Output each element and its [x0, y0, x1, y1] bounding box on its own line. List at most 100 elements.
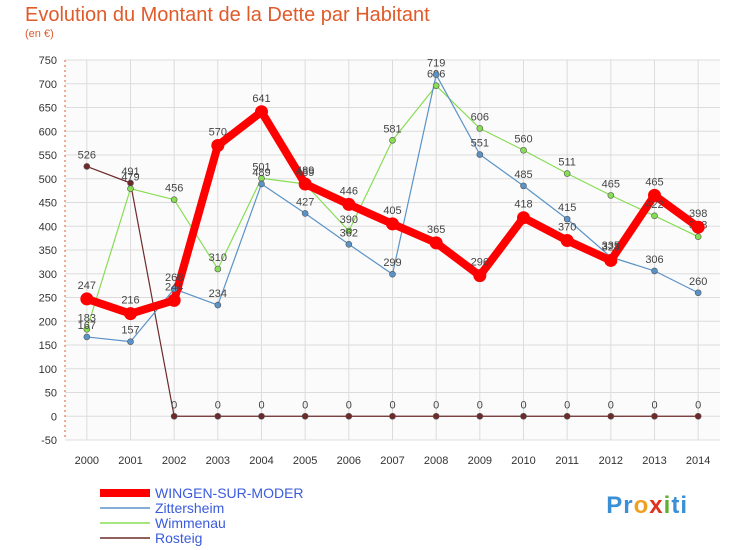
y-tick-label: 750: [39, 55, 57, 67]
data-point: [389, 136, 396, 144]
y-tick-label: 200: [39, 316, 57, 328]
data-point: [560, 234, 574, 247]
x-tick-label: 2005: [293, 455, 317, 467]
y-tick-label: 150: [39, 340, 57, 352]
logo-part: i: [663, 492, 672, 519]
data-label: 606: [471, 111, 489, 123]
data-point: [473, 269, 487, 283]
data-point: [83, 163, 91, 170]
data-label: 641: [252, 93, 270, 105]
data-label: 526: [78, 149, 96, 161]
y-tick-label: 300: [39, 269, 57, 281]
data-label: 370: [558, 222, 576, 234]
data-label: 581: [383, 123, 401, 135]
data-label: 422: [645, 199, 663, 211]
data-point: [214, 412, 222, 420]
data-label: 465: [602, 178, 620, 190]
data-label: 491: [121, 166, 139, 178]
data-point: [432, 82, 440, 89]
data-point: [432, 412, 440, 420]
data-label: 489: [252, 167, 270, 179]
y-tick-label: 0: [51, 411, 57, 423]
data-label: 405: [383, 205, 401, 217]
logo-part: x: [649, 492, 664, 519]
data-label: 415: [558, 202, 576, 214]
data-point: [651, 267, 658, 275]
data-point: [429, 236, 443, 250]
y-tick-label: 50: [45, 388, 57, 400]
x-tick-label: 2013: [642, 455, 666, 467]
y-tick-label: 350: [39, 245, 57, 257]
data-label: 511: [558, 157, 576, 169]
data-label: 0: [433, 399, 439, 411]
x-tick-label: 2003: [206, 455, 230, 467]
data-label: 418: [514, 199, 532, 211]
data-label: 465: [645, 176, 663, 188]
data-label: 0: [215, 399, 221, 411]
x-tick-label: 2007: [380, 455, 404, 467]
data-label: 427: [296, 196, 314, 208]
data-label: 328: [602, 241, 620, 253]
data-label: 0: [608, 399, 614, 411]
data-point: [432, 71, 440, 79]
data-point: [170, 196, 178, 203]
data-point: [563, 412, 571, 420]
y-tick-label: 700: [39, 79, 57, 91]
data-label: 551: [471, 138, 489, 150]
x-tick-label: 2012: [599, 455, 623, 467]
data-label: 306: [645, 254, 663, 266]
data-point: [127, 338, 134, 345]
data-point: [345, 227, 353, 235]
data-point: [124, 307, 137, 321]
legend-label: WINGEN-SUR-MODER: [155, 485, 304, 501]
data-label: 157: [121, 325, 139, 337]
data-label: 244: [165, 281, 183, 293]
data-point: [389, 270, 396, 278]
data-point: [80, 292, 94, 306]
data-point: [520, 412, 527, 420]
data-label: 570: [209, 127, 227, 139]
data-label: 560: [514, 133, 532, 145]
data-label: 234: [209, 288, 227, 300]
x-tick-label: 2014: [686, 455, 710, 467]
data-label: 335: [602, 240, 620, 252]
logo-part: o: [633, 492, 650, 519]
data-label: 0: [564, 399, 570, 411]
data-label: 0: [520, 399, 526, 411]
data-label: 489: [296, 165, 314, 177]
chart-title: Evolution du Montant de la Dette par Hab…: [25, 4, 430, 26]
data-label: 0: [695, 399, 701, 411]
data-label: 296: [471, 257, 489, 269]
data-point: [694, 289, 702, 297]
data-label: 485: [514, 169, 532, 181]
data-point: [607, 412, 615, 420]
x-tick-label: 2011: [555, 455, 579, 467]
data-point: [83, 333, 91, 341]
data-label: 719: [427, 58, 445, 70]
data-point: [694, 412, 702, 420]
data-label: 0: [258, 399, 264, 411]
data-point: [167, 293, 181, 307]
data-point: [476, 151, 484, 158]
proxiti-logo: Proxiti: [606, 492, 688, 520]
y-tick-label: 650: [39, 103, 57, 115]
data-point: [651, 212, 658, 220]
data-point: [258, 180, 265, 188]
data-point: [345, 241, 353, 248]
data-point: [214, 301, 222, 309]
data-label: 0: [389, 399, 395, 411]
data-label: 398: [689, 208, 707, 220]
data-point: [127, 185, 134, 193]
x-tick-label: 2000: [75, 455, 99, 467]
data-label: 0: [346, 399, 352, 411]
y-tick-label: 250: [39, 293, 57, 305]
data-point: [563, 170, 571, 177]
data-point: [301, 412, 309, 420]
x-tick-label: 2009: [468, 455, 492, 467]
data-point: [301, 210, 309, 217]
data-label: 390: [340, 214, 358, 226]
data-point: [520, 146, 527, 154]
data-point: [342, 197, 356, 211]
data-point: [648, 188, 661, 202]
data-label: 501: [252, 161, 270, 173]
